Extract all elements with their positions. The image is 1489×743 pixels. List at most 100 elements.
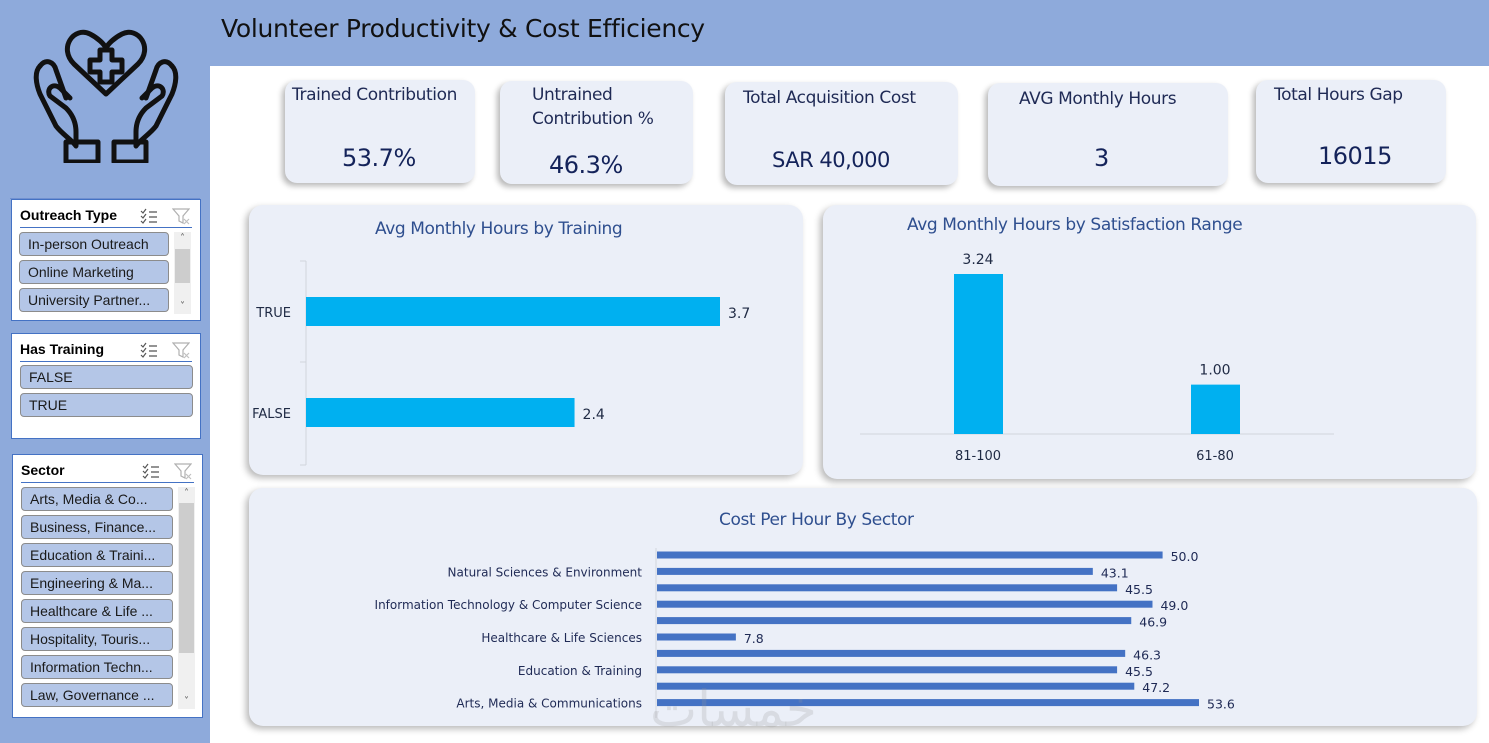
data-label: 45.5 bbox=[1125, 582, 1153, 597]
data-label: 43.1 bbox=[1101, 565, 1129, 580]
slicer-item-hospitality[interactable]: Hospitality, Touris... bbox=[21, 627, 173, 651]
chart-title: Avg Monthly Hours by Training bbox=[375, 219, 623, 239]
slicer-header: Outreach Type bbox=[20, 206, 192, 228]
category-label: Arts, Media & Communications bbox=[456, 697, 642, 711]
scroll-down-icon[interactable]: ˅ bbox=[180, 301, 185, 312]
kpi-value: 46.3% bbox=[549, 151, 623, 179]
category-label: Healthcare & Life Sciences bbox=[481, 631, 642, 645]
chart-hours-by-training: 3.7 TRUE 2.4 FALSE bbox=[252, 260, 750, 466]
bar bbox=[306, 398, 575, 427]
data-label: 50.0 bbox=[1171, 549, 1199, 564]
bar bbox=[657, 600, 1153, 608]
bar bbox=[306, 297, 720, 326]
slicer-title: Has Training bbox=[20, 341, 105, 357]
data-label: 1.00 bbox=[1199, 363, 1230, 379]
slicer-sector: Sector Arts, Media & Co... Business, Fin… bbox=[12, 454, 203, 718]
kpi-label-text: Untrained Contribution % bbox=[532, 85, 654, 129]
kpi-value: 53.7% bbox=[342, 144, 416, 172]
slicer-item-online-marketing[interactable]: Online Marketing bbox=[19, 260, 169, 284]
slicer-item-information-technology[interactable]: Information Techn... bbox=[21, 655, 173, 679]
chart-panel-cost-per-hour: Cost Per Hour By Sector 50.0 43.1 Natural … bbox=[249, 488, 1477, 726]
multi-select-icon[interactable] bbox=[140, 208, 158, 224]
chart-panel-satisfaction: Avg Monthly Hours by Satisfaction Range … bbox=[823, 205, 1476, 479]
kpi-label: Total Hours Gap bbox=[1274, 85, 1403, 105]
category-label: FALSE bbox=[252, 407, 291, 422]
kpi-trained-contribution: Trained Contribution 53.7% bbox=[285, 80, 475, 183]
bar bbox=[1191, 384, 1240, 434]
slicer-has-training: Has Training FALSE TRUE bbox=[11, 333, 201, 439]
kpi-label: Untrained Contribution % bbox=[532, 83, 682, 131]
category-label: 61-80 bbox=[1196, 449, 1234, 464]
data-label: 45.5 bbox=[1125, 664, 1153, 679]
multi-select-icon[interactable] bbox=[142, 463, 160, 479]
slicer-outreach-type: Outreach Type In-person Outreach Online … bbox=[11, 199, 201, 321]
data-label: 7.8 bbox=[744, 631, 764, 646]
data-label: 53.6 bbox=[1207, 697, 1235, 712]
bar bbox=[657, 633, 736, 641]
bar bbox=[657, 567, 1093, 575]
slicer-item-law-governance[interactable]: Law, Governance ... bbox=[21, 683, 173, 707]
data-label: 46.3 bbox=[1133, 647, 1161, 662]
slicer-title: Sector bbox=[21, 462, 65, 478]
bar bbox=[657, 682, 1135, 690]
kpi-label: Trained Contribution bbox=[292, 85, 457, 105]
bar bbox=[657, 699, 1199, 707]
scroll-up-icon[interactable]: ˄ bbox=[180, 233, 185, 244]
bar bbox=[657, 666, 1118, 674]
scroll-thumb[interactable] bbox=[175, 249, 190, 283]
page-title: Volunteer Productivity & Cost Efficiency bbox=[221, 14, 705, 43]
bar bbox=[657, 551, 1163, 559]
data-label: 3.24 bbox=[962, 252, 993, 268]
kpi-value: 16015 bbox=[1318, 142, 1392, 170]
chart-title: Cost Per Hour By Sector bbox=[719, 510, 914, 530]
category-label: TRUE bbox=[255, 306, 291, 321]
chart-cost-per-hour-by-sector: 50.0 43.1 Natural Sciences & Environment 45… bbox=[375, 548, 1235, 718]
multi-select-icon[interactable] bbox=[140, 342, 158, 358]
category-label: Education & Training bbox=[518, 664, 642, 678]
scroll-thumb[interactable] bbox=[179, 503, 194, 653]
sidebar-divider bbox=[10, 198, 200, 199]
chart-panel-training: Avg Monthly Hours by Training 3.7 TRUE 2.4… bbox=[249, 205, 803, 475]
kpi-value: SAR 40,000 bbox=[772, 148, 890, 172]
slicer-item-education-training[interactable]: Education & Traini... bbox=[21, 543, 173, 567]
slicer-title: Outreach Type bbox=[20, 207, 117, 223]
slicer-header: Sector bbox=[21, 461, 194, 483]
scroll-down-icon[interactable]: ˅ bbox=[184, 696, 189, 707]
slicer-header: Has Training bbox=[20, 340, 192, 362]
category-label: Natural Sciences & Environment bbox=[448, 565, 643, 579]
slicer-item-business-finance[interactable]: Business, Finance... bbox=[21, 515, 173, 539]
slicer-item-healthcare[interactable]: Healthcare & Life ... bbox=[21, 599, 173, 623]
kpi-avg-monthly-hours: AVG Monthly Hours 3 bbox=[988, 83, 1228, 186]
slicer-item-in-person-outreach[interactable]: In-person Outreach bbox=[19, 232, 169, 256]
chart-hours-by-satisfaction: 3.24 81-100 1.00 61-80 bbox=[860, 252, 1334, 464]
category-label: Information Technology & Computer Scienc… bbox=[375, 598, 642, 612]
data-label: 49.0 bbox=[1160, 598, 1188, 613]
slicer-scrollbar[interactable]: ˄ ˅ bbox=[178, 487, 195, 709]
slicer-item-true[interactable]: TRUE bbox=[20, 393, 193, 417]
kpi-label: Total Acquisition Cost bbox=[743, 88, 916, 108]
kpi-untrained-contribution: Untrained Contribution % 46.3% bbox=[500, 81, 693, 184]
slicer-item-engineering[interactable]: Engineering & Ma... bbox=[21, 571, 173, 595]
category-label: 81-100 bbox=[955, 449, 1001, 464]
kpi-label: AVG Monthly Hours bbox=[1019, 89, 1177, 109]
data-label: 2.4 bbox=[583, 407, 605, 423]
clear-filter-icon[interactable] bbox=[174, 462, 192, 480]
bar bbox=[657, 649, 1126, 657]
kpi-value: 3 bbox=[1094, 144, 1109, 172]
data-label: 47.2 bbox=[1142, 680, 1170, 695]
slicer-item-arts-media[interactable]: Arts, Media & Co... bbox=[21, 487, 173, 511]
slicer-item-false[interactable]: FALSE bbox=[20, 365, 193, 389]
sidebar: Outreach Type In-person Outreach Online … bbox=[0, 0, 210, 743]
header-bar: Volunteer Productivity & Cost Efficiency bbox=[210, 0, 1489, 66]
clear-filter-icon[interactable] bbox=[172, 341, 190, 359]
data-label: 3.7 bbox=[728, 306, 750, 322]
data-label: 46.9 bbox=[1139, 615, 1167, 630]
slicer-item-university-partner[interactable]: University Partner... bbox=[19, 288, 169, 312]
scroll-up-icon[interactable]: ˄ bbox=[184, 488, 189, 499]
clear-filter-icon[interactable] bbox=[172, 207, 190, 225]
bar bbox=[657, 584, 1118, 592]
slicer-scrollbar[interactable]: ˄ ˅ bbox=[174, 232, 191, 314]
bar bbox=[657, 617, 1132, 625]
hands-holding-heart-medical-icon bbox=[33, 29, 179, 163]
kpi-total-hours-gap: Total Hours Gap 16015 bbox=[1256, 80, 1446, 183]
